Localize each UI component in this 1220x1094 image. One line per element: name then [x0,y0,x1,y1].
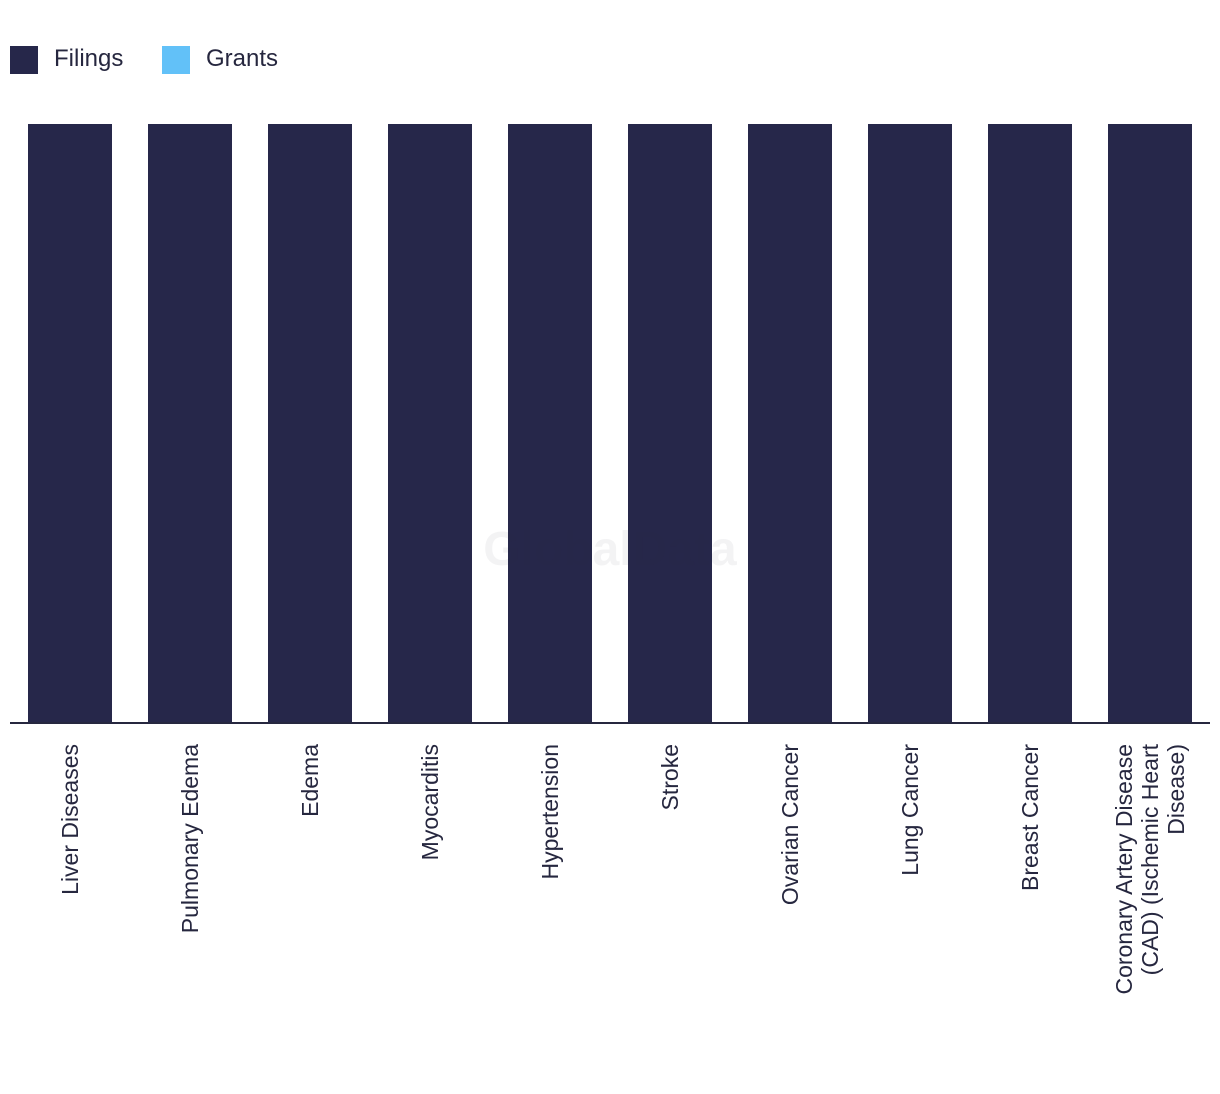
x-tick-label-5: Stroke [657,744,683,810]
x-tick-label-7: Lung Cancer [897,744,923,876]
x-tick-label-line: (CAD) (Ischemic Heart [1137,743,1163,975]
x-tick-label-3: Myocarditis [417,744,443,860]
x-tick-label-2: Edema [297,744,323,817]
bar-filings-2 [268,124,352,723]
x-tick-labels: Liver Diseases Pulmonary Edema Edema Myocar… [57,743,1189,994]
legend-swatch-filings [10,46,38,74]
bar-filings-7 [868,124,952,723]
x-tick-label-8: Breast Cancer [1017,744,1043,891]
legend-swatch-grants [162,46,190,74]
x-tick-label-6: Ovarian Cancer [777,744,803,905]
bar-filings-5 [628,124,712,723]
x-tick-label-line: Stroke [657,744,683,810]
watermark: GlobalData [483,523,737,576]
bar-filings-1 [148,124,232,723]
x-tick-label-line: Disease) [1163,744,1189,835]
bar-filings-9 [1108,124,1192,723]
bar-filings-8 [988,124,1072,723]
x-tick-label-4: Hypertension [537,744,563,880]
x-tick-label-line: Hypertension [537,744,563,880]
bar-filings-0 [28,124,112,723]
x-tick-label-line: Myocarditis [417,744,443,860]
bar-filings-6 [748,124,832,723]
x-tick-label-line: Lung Cancer [897,744,923,876]
legend: Filings Grants [10,45,278,74]
x-tick-label-9: Coronary Artery Disease(CAD) (Ischemic H… [1111,743,1189,994]
bar-filings-4 [508,124,592,723]
x-tick-label-line: Liver Diseases [57,744,83,895]
x-tick-label-line: Ovarian Cancer [777,744,803,905]
x-tick-label-0: Liver Diseases [57,744,83,895]
x-tick-label-line: Pulmonary Edema [177,744,203,933]
x-tick-label-line: Breast Cancer [1017,744,1043,891]
legend-label-grants: Grants [206,45,278,72]
bar-group [28,124,1192,723]
x-tick-label-line: Coronary Artery Disease [1111,744,1137,995]
x-tick-label-line: Edema [297,744,323,817]
legend-label-filings: Filings [54,45,123,72]
bar-filings-3 [388,124,472,723]
x-tick-label-1: Pulmonary Edema [177,744,203,933]
